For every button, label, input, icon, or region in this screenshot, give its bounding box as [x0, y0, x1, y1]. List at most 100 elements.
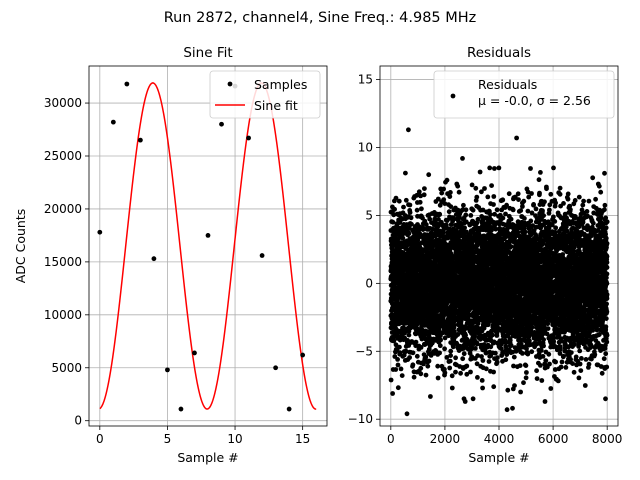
- residual-point: [418, 365, 424, 371]
- residual-point: [438, 337, 443, 343]
- residual-point: [463, 207, 469, 213]
- residual-point: [401, 204, 406, 210]
- residual-point: [489, 183, 494, 189]
- residual-point: [399, 373, 405, 378]
- residual-point: [455, 183, 461, 189]
- residual-point: [421, 192, 427, 198]
- residual-point: [441, 186, 446, 192]
- residual-point: [480, 385, 485, 391]
- residual-point: [458, 370, 463, 376]
- residual-point: [491, 384, 497, 390]
- residual-point: [460, 356, 466, 362]
- sine-fit-chart: Sine Fit 0 5 10 150500010000150002000025000…: [13, 45, 328, 465]
- residual-point: [397, 220, 403, 226]
- sample-point: [137, 137, 143, 143]
- residual-point: [398, 366, 404, 372]
- residual-point: [447, 194, 453, 200]
- residual-point: [518, 389, 523, 395]
- residual-point: [520, 351, 525, 356]
- residual-point: [403, 170, 408, 176]
- residual-point: [400, 235, 406, 241]
- residual-point: [448, 190, 453, 195]
- residual-point: [417, 199, 423, 205]
- sample-point: [124, 81, 130, 87]
- residual-point: [390, 391, 395, 396]
- residual-point: [495, 355, 500, 361]
- residual-point: [479, 378, 485, 383]
- sine-fit-ytick-label: 30000: [44, 96, 82, 110]
- legend-samples-label: Samples: [254, 77, 307, 92]
- residual-point: [500, 215, 506, 221]
- residual-point: [463, 212, 469, 218]
- sine-fit-legend: Samples Sine fit: [209, 70, 321, 119]
- sine-fit-title: Sine Fit: [183, 45, 232, 61]
- residual-point: [393, 342, 399, 348]
- residual-point: [506, 191, 512, 197]
- residual-point: [462, 225, 467, 231]
- residual-point: [494, 359, 500, 365]
- sample-point: [246, 135, 251, 141]
- residual-point: [449, 385, 455, 391]
- residual-point: [414, 353, 420, 359]
- residual-point: [469, 182, 475, 188]
- residual-point: [437, 212, 443, 217]
- residual-point: [406, 332, 412, 338]
- residual-point: [425, 363, 431, 369]
- residual-point: [521, 198, 527, 204]
- sample-point: [205, 233, 211, 238]
- sample-point: [273, 365, 279, 371]
- residual-point: [393, 367, 399, 372]
- residual-point: [426, 358, 432, 364]
- residual-point: [500, 197, 506, 203]
- legend-samples-marker: [227, 81, 233, 87]
- residual-point: [482, 186, 487, 191]
- residual-point: [390, 219, 396, 225]
- residual-point: [453, 369, 458, 375]
- residual-point: [439, 190, 445, 196]
- sample-point: [165, 367, 170, 373]
- residual-point: [470, 207, 476, 213]
- sample-point: [192, 350, 197, 356]
- residual-point: [520, 204, 525, 209]
- residual-point: [403, 348, 409, 354]
- residual-point: [489, 332, 495, 338]
- residual-point: [461, 202, 466, 208]
- residual-point: [414, 192, 420, 198]
- sine-fit-xlabel: Sample #: [177, 450, 238, 465]
- residual-point: [491, 194, 497, 199]
- residuals-title: Residuals: [467, 45, 531, 61]
- sample-point: [151, 256, 157, 262]
- residual-point: [414, 207, 420, 213]
- residual-point: [521, 380, 526, 386]
- residual-point: [422, 186, 427, 192]
- residual-point: [413, 339, 419, 345]
- residual-point: [496, 165, 502, 171]
- residual-point: [505, 387, 511, 393]
- residual-point: [395, 357, 400, 362]
- sample-point: [286, 406, 292, 412]
- residual-point: [447, 365, 453, 371]
- residual-point: [393, 195, 399, 201]
- residual-point: [461, 351, 467, 357]
- residual-point: [448, 348, 454, 354]
- residual-point: [423, 354, 429, 360]
- sine-fit-xtick-label: 15: [295, 432, 310, 446]
- residual-point: [395, 362, 401, 368]
- sample-point: [259, 253, 265, 258]
- residual-point: [418, 193, 423, 199]
- residual-point: [416, 189, 422, 195]
- residual-point: [475, 375, 480, 380]
- residual-point: [456, 189, 462, 195]
- residual-point: [442, 346, 447, 352]
- residual-point: [444, 177, 450, 183]
- residual-point: [486, 359, 492, 364]
- sine-fit-xtick-label: 10: [227, 432, 242, 446]
- residual-point: [510, 207, 516, 213]
- residual-point: [410, 362, 416, 368]
- residual-point: [410, 350, 416, 356]
- sine-fit-ytick-label: 5000: [51, 361, 82, 375]
- residual-point: [508, 244, 514, 250]
- residual-point: [391, 338, 397, 344]
